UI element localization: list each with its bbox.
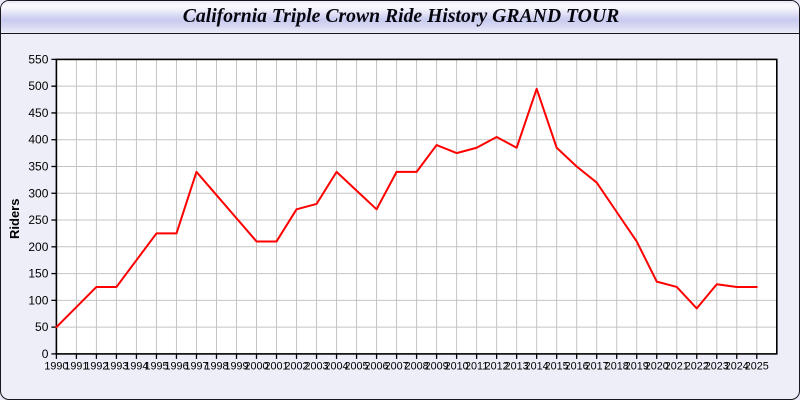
svg-text:50: 50 xyxy=(35,320,49,334)
svg-text:0: 0 xyxy=(42,347,49,361)
svg-text:2025: 2025 xyxy=(745,360,769,372)
svg-text:100: 100 xyxy=(28,293,48,307)
svg-text:150: 150 xyxy=(28,267,48,281)
svg-text:300: 300 xyxy=(28,186,48,200)
svg-text:350: 350 xyxy=(28,159,48,173)
svg-text:450: 450 xyxy=(28,106,48,120)
svg-text:200: 200 xyxy=(28,240,48,254)
svg-text:550: 550 xyxy=(28,52,48,66)
svg-text:500: 500 xyxy=(28,79,48,93)
svg-text:250: 250 xyxy=(28,213,48,227)
svg-text:400: 400 xyxy=(28,133,48,147)
